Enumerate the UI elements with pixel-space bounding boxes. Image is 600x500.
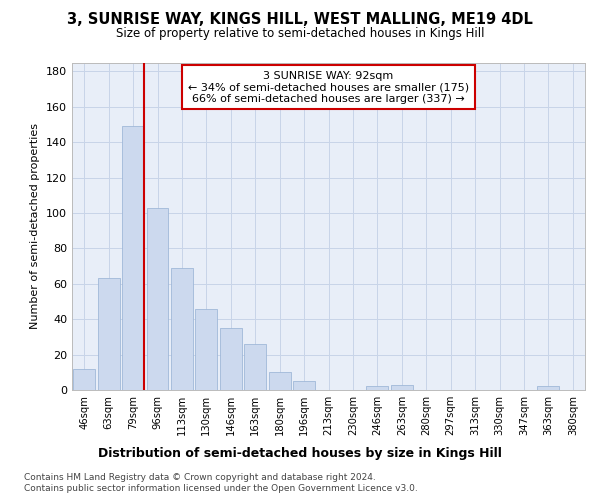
Bar — [73, 369, 95, 390]
Y-axis label: Number of semi-detached properties: Number of semi-detached properties — [31, 123, 40, 329]
Bar — [269, 372, 290, 390]
Bar — [538, 386, 559, 390]
Bar — [367, 386, 388, 390]
Text: Size of property relative to semi-detached houses in Kings Hill: Size of property relative to semi-detach… — [116, 28, 484, 40]
Text: Contains HM Land Registry data © Crown copyright and database right 2024.: Contains HM Land Registry data © Crown c… — [24, 472, 376, 482]
Bar — [244, 344, 266, 390]
Text: Distribution of semi-detached houses by size in Kings Hill: Distribution of semi-detached houses by … — [98, 448, 502, 460]
Bar — [220, 328, 242, 390]
Text: Contains public sector information licensed under the Open Government Licence v3: Contains public sector information licen… — [24, 484, 418, 493]
Text: 3, SUNRISE WAY, KINGS HILL, WEST MALLING, ME19 4DL: 3, SUNRISE WAY, KINGS HILL, WEST MALLING… — [67, 12, 533, 28]
Bar — [196, 308, 217, 390]
Bar — [391, 384, 413, 390]
Bar — [98, 278, 119, 390]
Bar — [171, 268, 193, 390]
Bar — [122, 126, 144, 390]
Bar — [146, 208, 169, 390]
Text: 3 SUNRISE WAY: 92sqm
← 34% of semi-detached houses are smaller (175)
66% of semi: 3 SUNRISE WAY: 92sqm ← 34% of semi-detac… — [188, 70, 469, 104]
Bar — [293, 381, 315, 390]
